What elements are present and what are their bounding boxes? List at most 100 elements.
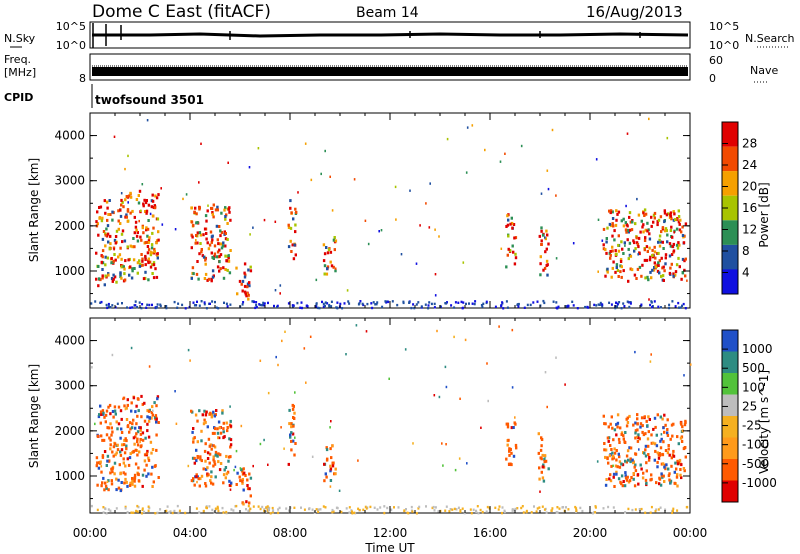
echo-cell xyxy=(682,241,686,245)
echo-cell xyxy=(240,424,243,428)
echo-cell xyxy=(224,466,228,469)
echo-cell xyxy=(288,422,291,426)
echo-cell xyxy=(120,443,124,447)
echo-cell xyxy=(653,300,656,303)
y-tick-label: 3000 xyxy=(54,174,85,188)
echo-cell xyxy=(141,402,144,406)
colorbar-swatch xyxy=(722,351,738,373)
echo-cell xyxy=(287,245,291,249)
echo-cell xyxy=(191,235,194,239)
echo-cell xyxy=(100,470,103,474)
echo-cell xyxy=(222,481,225,485)
echo-cell xyxy=(611,210,614,214)
sky-count-trace xyxy=(92,32,689,38)
axis-ticks: 00:00 04:00 08:00 12:00 16:00 20:00 00:0010002… xyxy=(54,113,707,540)
echo-cell xyxy=(129,191,132,195)
echo-cell xyxy=(195,272,199,276)
echo-cell xyxy=(208,461,211,465)
echo-cell xyxy=(508,449,511,453)
sky-right-tick-bottom: 10^0 xyxy=(709,39,739,52)
echo-cell xyxy=(516,507,519,510)
echo-cell xyxy=(539,262,542,266)
echo-cell xyxy=(653,245,656,249)
echo-cell xyxy=(666,136,669,140)
echo-cell xyxy=(277,511,280,515)
echo-cell xyxy=(111,470,114,474)
echo-cell xyxy=(505,225,508,228)
echo-cell xyxy=(430,302,433,306)
echo-cell xyxy=(672,422,675,426)
echo-cell xyxy=(657,456,661,460)
echo-cell xyxy=(636,422,639,426)
echo-cell xyxy=(331,508,334,512)
echo-cell xyxy=(417,507,420,510)
echo-cell xyxy=(194,413,198,417)
echo-cell xyxy=(625,478,629,482)
echo-cell xyxy=(227,207,230,211)
echo-cell xyxy=(113,472,116,476)
echo-cell xyxy=(642,471,645,475)
echo-cell xyxy=(336,301,339,304)
echo-cell xyxy=(657,218,661,222)
echo-cell xyxy=(620,275,623,279)
echo-cell xyxy=(324,304,326,308)
echo-cell xyxy=(665,229,668,233)
colorbar-tick-label: 20 xyxy=(742,180,757,194)
echo-cell xyxy=(627,230,630,234)
echo-cell xyxy=(225,454,228,458)
echo-cell xyxy=(596,460,599,463)
echo-cell xyxy=(291,243,294,247)
echo-cell xyxy=(143,419,147,423)
echo-cell xyxy=(612,464,614,467)
echo-cell xyxy=(364,505,367,509)
echo-cell xyxy=(675,263,679,267)
echo-cell xyxy=(319,508,322,511)
echo-cell xyxy=(215,306,218,309)
echo-cell xyxy=(644,444,648,448)
echo-cell xyxy=(263,509,266,513)
echo-cell xyxy=(156,254,159,257)
echo-cell xyxy=(613,238,616,242)
power-y-axis-label: Slant Range [km] xyxy=(27,158,41,262)
echo-cell xyxy=(659,483,663,487)
echo-cell xyxy=(329,260,332,264)
echo-cell xyxy=(223,208,226,212)
echo-cell xyxy=(190,233,193,237)
echo-cell xyxy=(615,253,618,256)
echo-cell xyxy=(101,454,105,458)
echo-cell xyxy=(125,213,128,217)
echo-cell xyxy=(383,505,386,508)
echo-cell xyxy=(129,195,133,199)
echo-cell xyxy=(136,430,140,434)
echo-cell xyxy=(299,306,302,309)
echo-cell xyxy=(113,442,117,446)
echo-cell xyxy=(244,474,247,477)
echo-cell xyxy=(117,209,120,213)
echo-cell xyxy=(473,302,476,306)
echo-cell xyxy=(644,236,647,240)
echo-cell xyxy=(345,507,348,510)
echo-cell xyxy=(316,306,319,310)
echo-cell xyxy=(624,431,627,434)
echo-cell xyxy=(666,240,669,244)
echo-cell xyxy=(498,505,501,508)
echo-cell xyxy=(121,200,124,204)
echo-cell xyxy=(606,436,610,440)
echo-cell xyxy=(445,302,448,305)
echo-cell xyxy=(412,303,415,306)
echo-cell xyxy=(673,470,676,474)
date-title: 16/Aug/2013 xyxy=(586,3,683,21)
echo-cell xyxy=(671,511,674,515)
echo-cell xyxy=(145,451,149,455)
echo-cell xyxy=(629,302,632,305)
echo-cell xyxy=(190,246,193,250)
echo-cell xyxy=(111,410,115,413)
echo-cell xyxy=(248,281,251,285)
colorbar-swatch xyxy=(722,195,738,221)
echo-cell xyxy=(642,433,646,437)
echo-cell xyxy=(137,409,140,413)
echo-cell xyxy=(550,509,553,512)
echo-cell xyxy=(133,484,137,488)
